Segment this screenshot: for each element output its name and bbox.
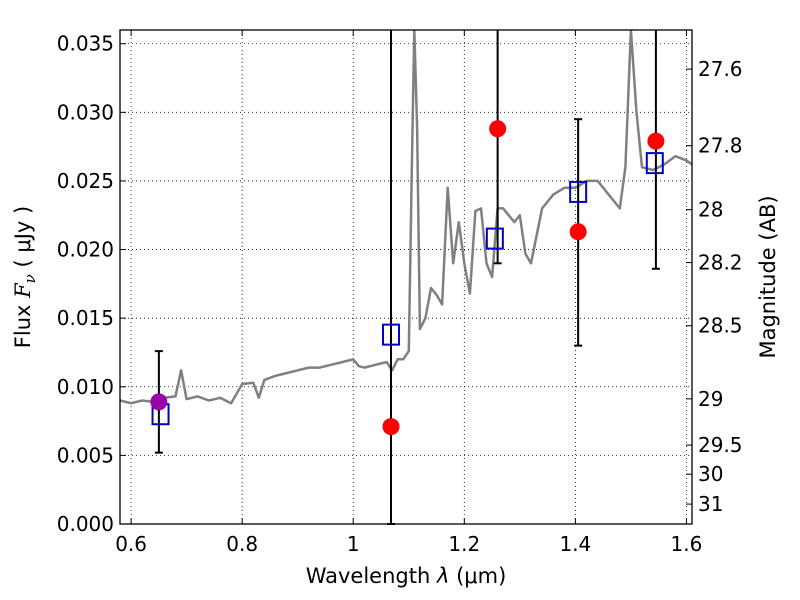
y2-tick-label: 31 — [698, 492, 723, 516]
y-tick-label: 0.025 — [57, 169, 114, 193]
x-tick-label: 1.6 — [671, 532, 703, 556]
y-tick-label: 0.015 — [57, 306, 114, 330]
model-square — [382, 323, 401, 346]
model-square — [569, 180, 588, 203]
y-axis-title: Flux Fν ( μJy ) — [11, 206, 39, 348]
y-tick-label: 0.005 — [57, 443, 114, 467]
x-tick-label: 1.2 — [448, 532, 480, 556]
x-tick-label: 1 — [347, 532, 360, 556]
error-bars — [150, 30, 665, 525]
model-square — [645, 152, 664, 175]
observed-point — [382, 418, 400, 436]
y2-tick-label: 27.6 — [698, 57, 743, 81]
y2-tick-label: 29 — [698, 387, 723, 411]
observed-point — [647, 132, 665, 150]
plot-background — [120, 30, 692, 524]
y-tick-label: 0.010 — [57, 375, 114, 399]
observed-point — [489, 120, 507, 138]
y2-tick-label: 28.5 — [698, 314, 743, 338]
model-square — [485, 227, 504, 250]
y2-tick-label: 29.5 — [698, 433, 743, 457]
observed-point — [150, 393, 168, 411]
y2-tick-label: 30 — [698, 462, 723, 486]
y2-tick-label: 27.8 — [698, 134, 743, 158]
x-axis-title: Wavelength λ (μm) — [306, 564, 507, 588]
y-tick-label: 0.000 — [57, 512, 114, 536]
y-tick-label: 0.035 — [57, 32, 114, 56]
y-tick-label: 0.020 — [57, 238, 114, 262]
observed-point — [569, 223, 587, 241]
y2-tick-label: 28.2 — [698, 251, 743, 275]
x-tick-label: 0.6 — [115, 532, 147, 556]
data-layer — [120, 30, 692, 405]
x-tick-label: 0.8 — [226, 532, 258, 556]
x-tick-label: 1.4 — [559, 532, 591, 556]
y2-tick-label: 28 — [698, 198, 723, 222]
y2-axis-title: Magnitude (AB) — [756, 195, 780, 358]
ticks: 0.6 0.8 1 1.2 1.4 1.6 0.000 0.005 0.010 0.015 0.02… — [57, 30, 743, 556]
plot-frame — [119, 29, 693, 525]
y-tick-label: 0.030 — [57, 100, 114, 124]
spectrum-line — [120, 30, 692, 405]
